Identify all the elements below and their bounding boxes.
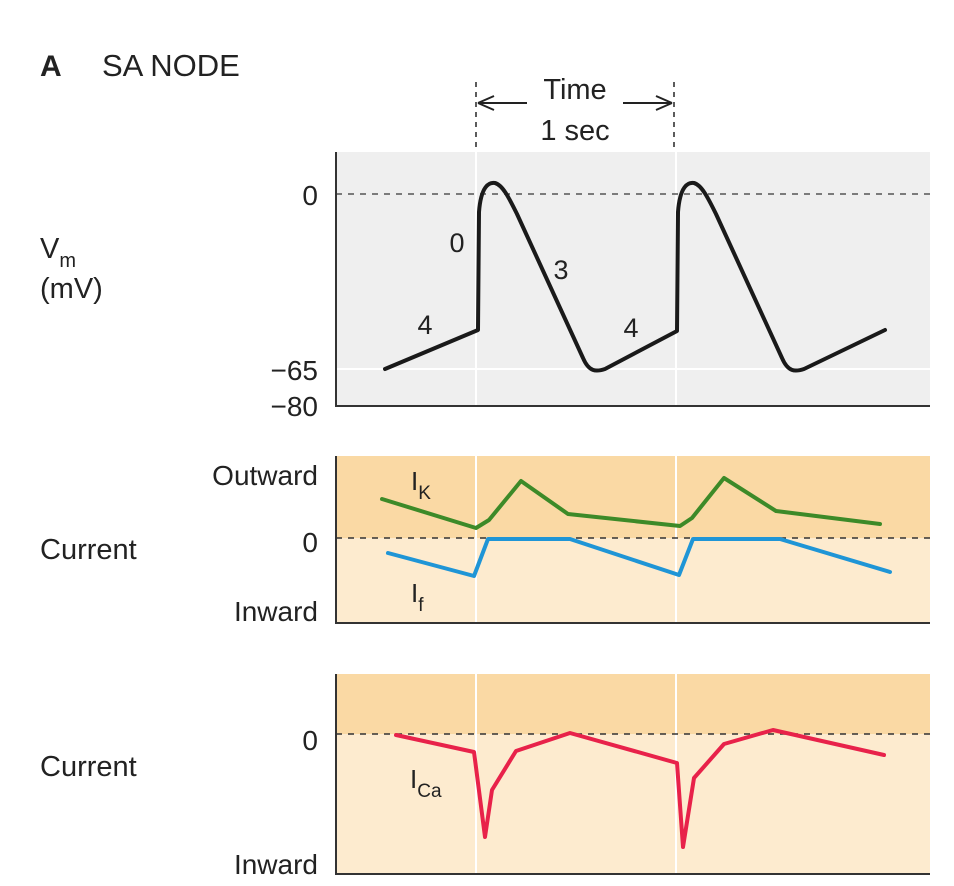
outward-label: Outward — [212, 460, 318, 491]
outward-band-2 — [336, 674, 930, 734]
left-arrow-icon — [477, 95, 495, 111]
if-label: If — [411, 578, 424, 616]
vm-tick-0: 0 — [302, 180, 318, 211]
time-scale-bar: Time 1 sec — [475, 74, 675, 150]
ik-trace — [380, 476, 882, 530]
time-value: 1 sec — [540, 115, 609, 147]
right-arrow-icon — [655, 95, 673, 111]
current1-zero-label: 0 — [302, 527, 318, 558]
current1-ylabel: Current — [40, 534, 137, 566]
ica-label: ICa — [410, 764, 442, 802]
panel-letter: A — [40, 50, 62, 83]
inward-label-1: Inward — [234, 596, 318, 627]
vm-ylabel: Vm — [40, 233, 76, 272]
inward-band-2 — [336, 734, 930, 874]
current2-zero-label: 0 — [302, 725, 318, 756]
current-panel-2: 0 Inward Current ICa — [40, 674, 930, 880]
phase-0-label: 0 — [449, 228, 464, 258]
if-trace — [386, 537, 892, 578]
current2-ylabel: Current — [40, 751, 137, 783]
phase-4-label-1: 4 — [417, 310, 432, 340]
ik-label: IK — [411, 466, 431, 504]
panel-title: SA NODE — [102, 48, 240, 83]
vm-panel: 0 −65 −80 Vm (mV) 4 0 3 4 — [40, 152, 930, 422]
vm-plot-background — [336, 152, 930, 406]
inward-band — [336, 538, 930, 623]
vm-trace — [383, 180, 887, 373]
current-panel-1: Outward 0 Inward Current IK If — [40, 456, 930, 627]
vm-tick-minus65: −65 — [271, 355, 319, 386]
vm-ylabel-unit: (mV) — [40, 273, 103, 305]
inward-label-2: Inward — [234, 849, 318, 880]
time-label: Time — [543, 74, 606, 106]
ica-trace — [394, 728, 886, 849]
outward-band — [336, 456, 930, 538]
phase-4-label-2: 4 — [623, 313, 638, 343]
phase-3-label: 3 — [553, 255, 568, 285]
vm-tick-minus80: −80 — [271, 391, 319, 422]
